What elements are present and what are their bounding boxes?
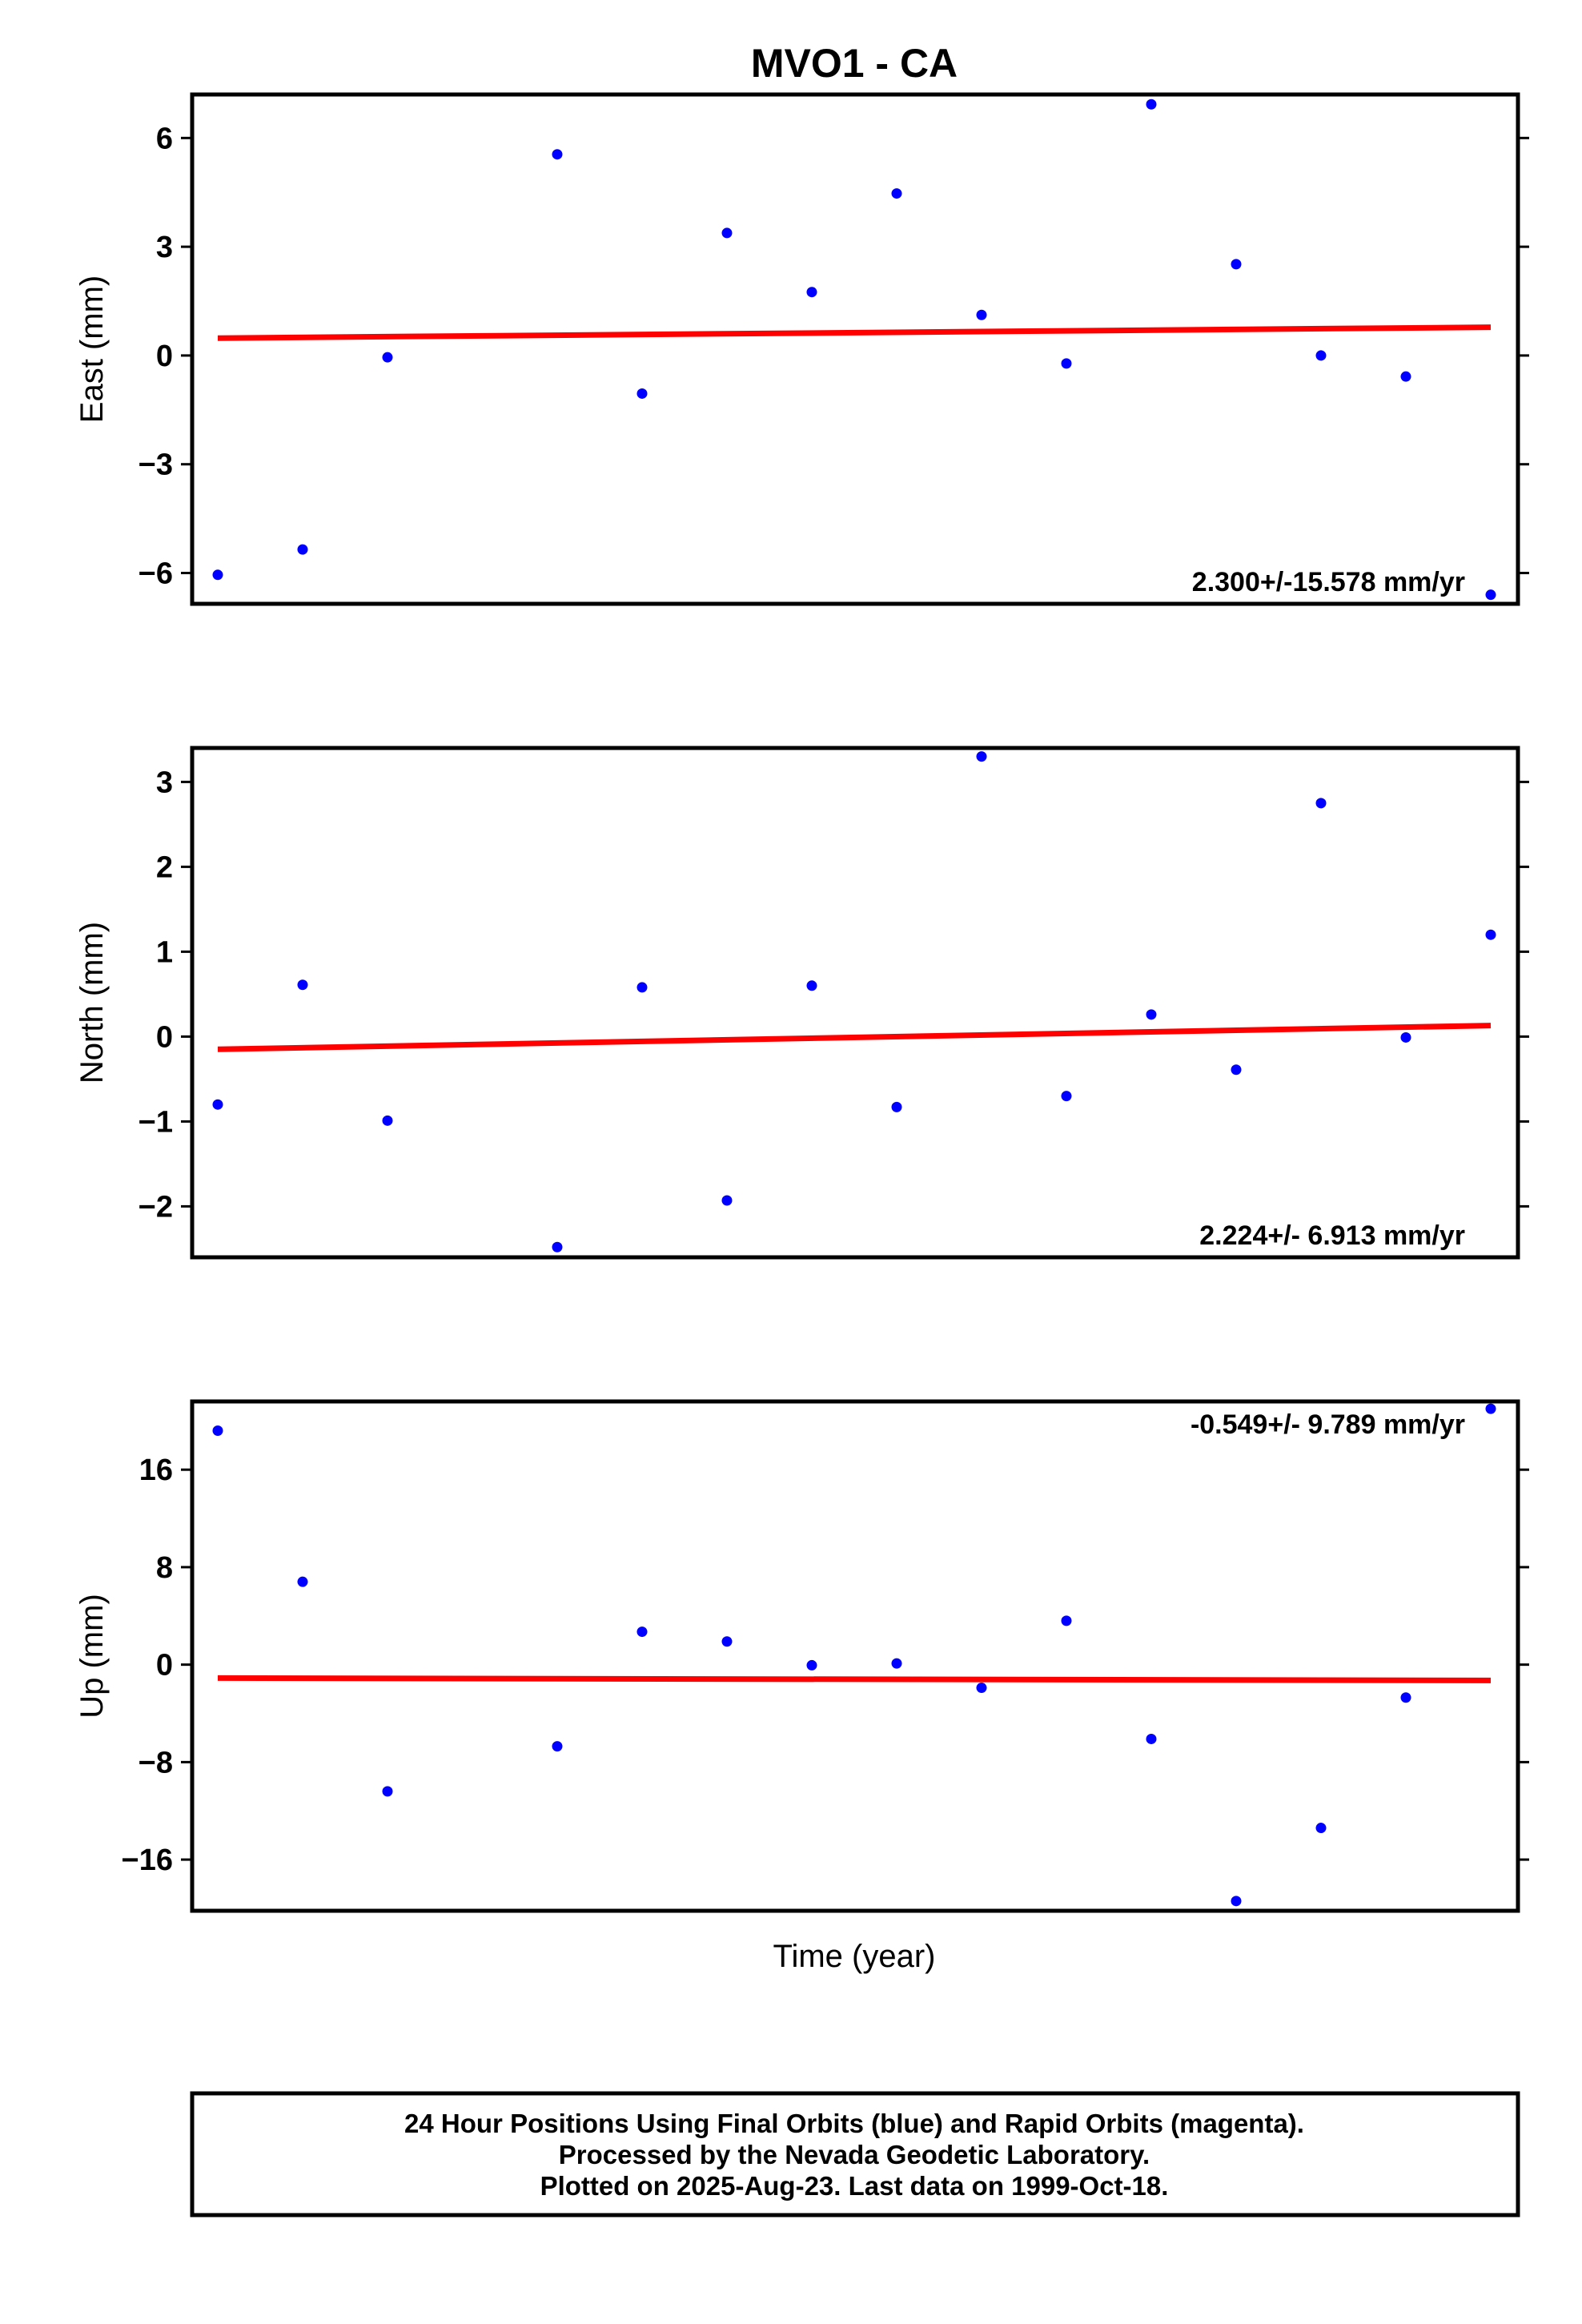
y-tick-label: 6: [156, 122, 173, 155]
data-point: [382, 1115, 393, 1126]
data-point: [552, 1241, 563, 1252]
data-point: [1231, 1064, 1242, 1076]
data-point: [806, 980, 817, 991]
figure-title: MVO1 - CA: [751, 41, 958, 86]
y-tick-label: 8: [156, 1551, 173, 1585]
data-point: [1061, 358, 1072, 369]
y-axis-label: North (mm): [74, 922, 110, 1084]
data-point: [1315, 798, 1327, 809]
data-point: [976, 751, 987, 762]
trend-line: [217, 1023, 1492, 1052]
plot-frame: [190, 746, 1520, 1260]
data-point: [297, 544, 308, 555]
data-point: [1400, 1031, 1411, 1043]
data-point: [1061, 1091, 1072, 1102]
data-point: [891, 1658, 902, 1669]
panel-3: 16 8 0 −8 −16 Up (mm) -0.549+/- 9.789 mm/yr: [74, 1399, 1529, 1913]
data-point: [806, 287, 817, 298]
data-point: [636, 1626, 648, 1638]
trend-line: [217, 324, 1492, 341]
data-point: [636, 982, 648, 993]
y-tick-label: 0: [156, 1020, 173, 1054]
rate-label: -0.549+/- 9.789 mm/yr: [1191, 1409, 1465, 1440]
rate-label: 2.300+/-15.578 mm/yr: [1192, 567, 1465, 597]
data-point: [382, 1786, 393, 1797]
y-tick-label: −16: [122, 1844, 173, 1877]
y-tick-label: 1: [156, 935, 173, 969]
y-axis-label: East (mm): [74, 275, 110, 423]
y-tick-label: 0: [156, 1649, 173, 1683]
panels-group: 6 3 0 −3 −6 East (mm) 2.300+/-15.578 mm/yr 3 2 1 0…: [74, 92, 1529, 1913]
plot-frame: [190, 92, 1520, 606]
data-point: [721, 227, 733, 239]
data-point: [212, 1099, 223, 1110]
y-tick-label: 0: [156, 340, 173, 373]
data-point: [1146, 1009, 1157, 1020]
data-point: [891, 188, 902, 199]
data-point: [297, 979, 308, 991]
y-tick-label: 3: [156, 231, 173, 264]
panel-1: 6 3 0 −3 −6 East (mm) 2.300+/-15.578 mm/yr: [74, 92, 1529, 606]
data-point: [636, 388, 648, 399]
y-tick-label: −6: [139, 557, 173, 591]
data-point: [1485, 1403, 1496, 1414]
data-point: [382, 352, 393, 363]
data-point: [1146, 99, 1157, 110]
data-point: [1061, 1615, 1072, 1626]
y-tick-label: 2: [156, 850, 173, 884]
data-point: [297, 1576, 308, 1587]
footer-line-3: Plotted on 2025-Aug-23. Last data on 199…: [540, 2171, 1169, 2201]
data-point: [552, 149, 563, 160]
data-point: [1400, 371, 1411, 382]
footer-line-1: 24 Hour Positions Using Final Orbits (bl…: [404, 2109, 1304, 2138]
trend-line: [217, 1675, 1492, 1683]
y-tick-label: −8: [139, 1746, 173, 1779]
data-point: [1315, 1823, 1327, 1834]
y-tick-label: −3: [139, 448, 173, 482]
y-axis-label: Up (mm): [74, 1594, 110, 1719]
rate-label: 2.224+/- 6.913 mm/yr: [1199, 1220, 1465, 1251]
data-point: [1231, 259, 1242, 270]
y-tick-label: −1: [139, 1105, 173, 1139]
data-point: [1485, 589, 1496, 601]
data-point: [721, 1636, 733, 1647]
footer-box: [190, 2091, 1520, 2217]
data-point: [1315, 350, 1327, 361]
data-point: [212, 569, 223, 581]
footer-line-2: Processed by the Nevada Geodetic Laborat…: [559, 2140, 1150, 2169]
data-point: [1146, 1733, 1157, 1744]
data-point: [552, 1741, 563, 1752]
panel-2: 3 2 1 0 −1 −2 North (mm) 2.224+/- 6.913 mm/yr: [74, 746, 1529, 1260]
data-point: [1400, 1692, 1411, 1703]
plot-frame: [190, 1399, 1520, 1913]
data-point: [976, 1683, 987, 1694]
y-tick-label: −2: [139, 1190, 173, 1224]
y-tick-label: 16: [139, 1454, 173, 1487]
data-point: [212, 1425, 223, 1437]
x-axis-label: Time (year): [773, 1939, 936, 1974]
y-tick-label: 3: [156, 766, 173, 799]
data-point: [1231, 1896, 1242, 1907]
data-point: [721, 1195, 733, 1206]
data-point: [1485, 929, 1496, 940]
data-point: [891, 1101, 902, 1112]
data-point: [976, 309, 987, 320]
data-point: [806, 1659, 817, 1671]
